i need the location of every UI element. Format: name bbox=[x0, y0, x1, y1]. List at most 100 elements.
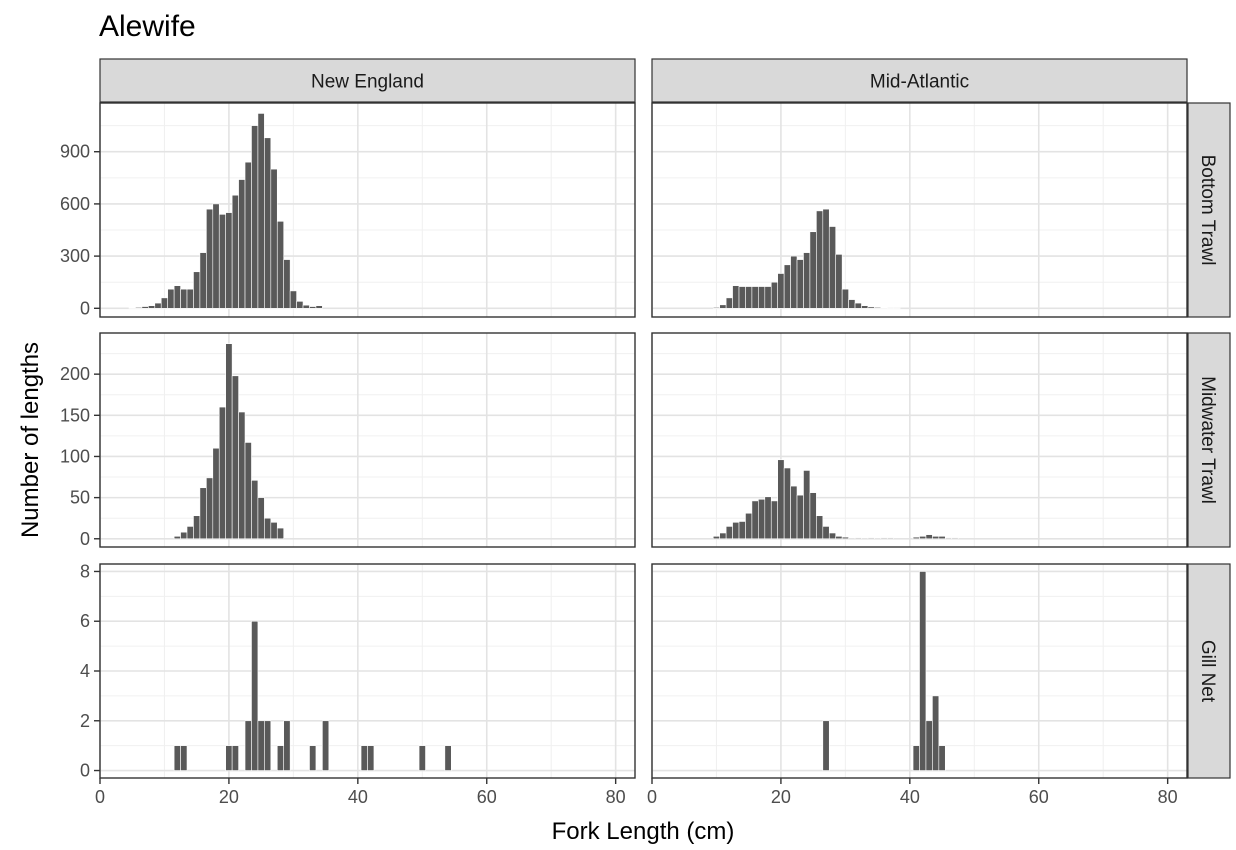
histogram-bars bbox=[712, 459, 959, 540]
x-tick-label: 0 bbox=[95, 787, 105, 807]
histogram-bar bbox=[244, 161, 252, 309]
histogram-bar bbox=[803, 470, 811, 540]
y-tick-label: 2 bbox=[80, 711, 90, 731]
x-tick-label: 60 bbox=[1029, 787, 1049, 807]
histogram-bar bbox=[835, 254, 843, 309]
histogram-bar bbox=[925, 534, 933, 540]
histogram-bars bbox=[173, 343, 285, 540]
histogram-bar bbox=[854, 302, 862, 309]
histogram-bar bbox=[835, 535, 843, 540]
histogram-bar bbox=[932, 535, 940, 540]
histogram-bar bbox=[315, 305, 323, 309]
histogram-bar bbox=[861, 305, 869, 309]
histogram-bar bbox=[257, 113, 265, 309]
panel-border bbox=[651, 332, 1188, 548]
histogram-bar bbox=[919, 571, 927, 771]
x-tick-label: 0 bbox=[647, 787, 657, 807]
histogram-bar bbox=[770, 500, 778, 540]
facet-strip-label: Midwater Trawl bbox=[1197, 376, 1218, 504]
histogram-bar bbox=[283, 720, 291, 771]
histogram-bar bbox=[225, 212, 233, 309]
histogram-bar bbox=[841, 288, 849, 309]
panel-border bbox=[99, 332, 636, 548]
histogram-bar bbox=[218, 214, 226, 309]
histogram-bar bbox=[264, 517, 272, 540]
histogram-bar bbox=[251, 480, 259, 540]
histogram-bar bbox=[135, 307, 143, 309]
histogram-bar bbox=[283, 259, 291, 309]
histogram-bar bbox=[244, 442, 252, 540]
histogram-bar bbox=[732, 285, 740, 309]
histogram-bar bbox=[225, 745, 233, 771]
facet-panel bbox=[99, 564, 635, 778]
histogram-bar bbox=[251, 620, 259, 771]
histogram-bar bbox=[854, 537, 862, 540]
histogram-bar bbox=[289, 290, 297, 309]
y-tick-label: 900 bbox=[60, 142, 90, 162]
x-tick-label: 20 bbox=[771, 787, 791, 807]
y-tick-label: 6 bbox=[80, 611, 90, 631]
histogram-bar bbox=[160, 297, 168, 309]
histogram-bar bbox=[874, 307, 882, 309]
histogram-bar bbox=[186, 526, 194, 540]
histogram-bar bbox=[809, 492, 817, 540]
histogram-bar bbox=[919, 535, 927, 540]
histogram-bar bbox=[309, 745, 317, 771]
y-tick-label: 0 bbox=[80, 529, 90, 549]
histogram-bar bbox=[218, 406, 226, 540]
histogram-bar bbox=[822, 720, 830, 771]
histogram-bar bbox=[886, 307, 895, 309]
histogram-bar bbox=[732, 522, 740, 540]
histogram-bar bbox=[367, 745, 375, 771]
histogram-bar bbox=[238, 411, 246, 540]
histogram-bar bbox=[770, 281, 778, 309]
histogram-bar bbox=[148, 305, 156, 309]
facet-strip-label: Gill Net bbox=[1197, 640, 1218, 703]
histogram-bar bbox=[186, 288, 194, 309]
histogram-bar bbox=[212, 203, 220, 309]
facet-strip-row bbox=[1187, 102, 1231, 318]
histogram-bar bbox=[251, 125, 259, 309]
panel-border bbox=[651, 563, 1188, 779]
y-tick-label: 0 bbox=[80, 298, 90, 318]
facet-strip-row bbox=[1187, 332, 1231, 548]
facet-panel bbox=[99, 333, 635, 547]
histogram-bar bbox=[783, 264, 791, 309]
histogram-bar bbox=[296, 301, 304, 309]
histogram-bar bbox=[886, 537, 895, 540]
histogram-bar bbox=[725, 297, 733, 309]
histogram-bar bbox=[848, 299, 856, 309]
histogram-bar bbox=[206, 477, 214, 540]
histogram-bar bbox=[751, 500, 759, 540]
y-tick-label: 50 bbox=[70, 488, 90, 508]
histogram-bar bbox=[360, 745, 368, 771]
panel-border bbox=[99, 102, 636, 318]
histogram-bar bbox=[944, 537, 953, 540]
histogram-bar bbox=[180, 288, 188, 309]
facet-strip-row bbox=[1187, 563, 1231, 779]
histogram-bar bbox=[841, 536, 849, 540]
histogram-bar bbox=[270, 168, 278, 309]
histogram-bars bbox=[712, 208, 901, 309]
facet-panel bbox=[651, 333, 1187, 547]
histogram-bar bbox=[276, 745, 285, 771]
histogram-bar bbox=[822, 208, 830, 309]
histogram-bar bbox=[822, 526, 830, 540]
histogram-bar bbox=[712, 535, 720, 540]
histogram-bar bbox=[738, 521, 746, 540]
x-tick-label: 40 bbox=[348, 787, 368, 807]
histogram-bar bbox=[777, 459, 785, 540]
histogram-bar bbox=[758, 498, 766, 540]
histogram-bar bbox=[128, 307, 136, 309]
histogram-bar bbox=[867, 537, 875, 540]
facet-strip-label: Bottom Trawl bbox=[1197, 155, 1218, 266]
histogram-bar bbox=[264, 720, 272, 771]
histogram-bar bbox=[738, 286, 746, 309]
histogram-bar bbox=[444, 745, 452, 771]
histogram-bar bbox=[231, 745, 239, 771]
histogram-bar bbox=[173, 285, 181, 309]
histogram-bar bbox=[816, 210, 824, 309]
histogram-bar bbox=[880, 537, 888, 540]
histogram-bar bbox=[199, 487, 207, 540]
